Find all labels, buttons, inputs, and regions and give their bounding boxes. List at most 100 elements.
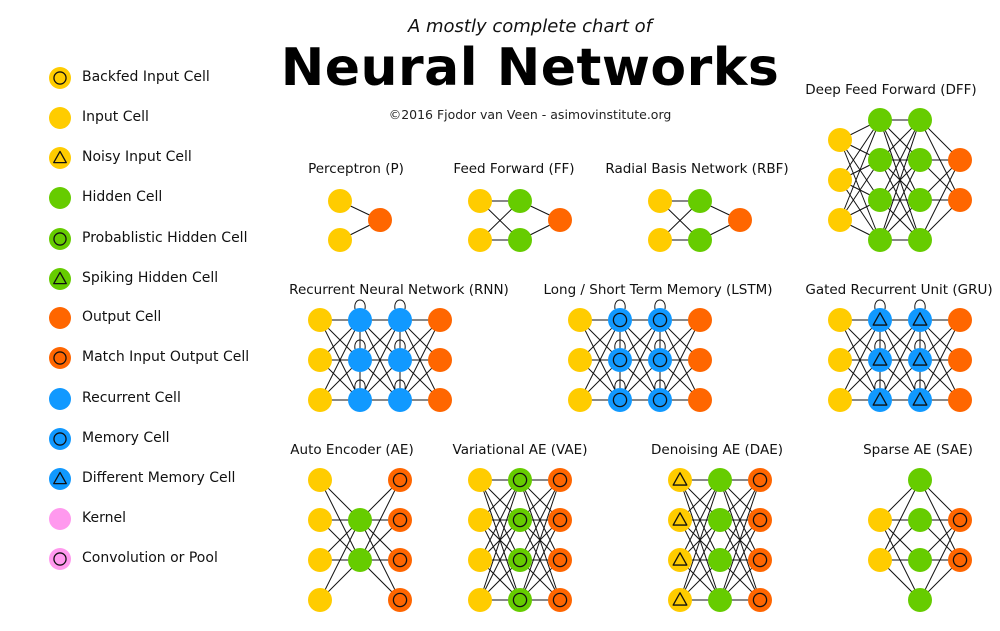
connection-line xyxy=(719,479,761,561)
cell-circle-mark xyxy=(652,312,668,328)
legend-label: Noisy Input Cell xyxy=(82,149,192,165)
cell-triangle-mark xyxy=(672,472,688,486)
connection-line xyxy=(879,319,921,401)
cell-recurrent-triangle xyxy=(868,308,892,332)
cell-body xyxy=(948,388,972,412)
network-cells xyxy=(308,468,412,612)
network-title: Feed Forward (FF) xyxy=(453,161,575,177)
cell-body xyxy=(868,228,892,252)
cell-input xyxy=(308,388,332,412)
connection-line xyxy=(919,319,961,401)
cell-output xyxy=(948,388,972,412)
cell-hidden xyxy=(708,468,732,492)
cell-circle-mark xyxy=(512,512,528,528)
cell-kernel xyxy=(49,508,71,530)
cell-input xyxy=(308,508,332,532)
cell-body xyxy=(328,228,352,252)
network-cells xyxy=(308,308,452,412)
network-4 xyxy=(308,299,452,412)
cell-body xyxy=(948,308,972,332)
cell-swatch-icon xyxy=(49,468,71,490)
legend-item: Input Cell xyxy=(44,102,284,134)
cell-body xyxy=(648,189,672,213)
cell-triangle-mark xyxy=(912,392,928,406)
network-title: Deep Feed Forward (DFF) xyxy=(805,82,977,98)
connection-line xyxy=(839,119,881,181)
cell-output-circle xyxy=(49,347,71,369)
cell-circle-mark xyxy=(392,592,408,608)
cell-hidden xyxy=(49,187,71,209)
self-loop xyxy=(654,379,666,390)
network-2 xyxy=(648,189,752,252)
cell-body xyxy=(908,548,932,572)
cell-body xyxy=(548,468,572,492)
cell-body xyxy=(708,508,732,532)
network-title: Variational AE (VAE) xyxy=(452,442,588,458)
cell-output xyxy=(428,348,452,372)
cell-swatch-icon xyxy=(49,107,71,129)
cell-input xyxy=(568,388,592,412)
cell-input-triangle xyxy=(668,548,692,572)
cell-body xyxy=(868,388,892,412)
network-connections xyxy=(839,119,961,241)
cell-recurrent xyxy=(388,348,412,372)
cell-output xyxy=(688,348,712,372)
cell-input xyxy=(468,189,492,213)
cell-body xyxy=(748,548,772,572)
cell-output-circle xyxy=(748,548,772,572)
legend-item: Output Cell xyxy=(44,302,284,334)
cell-input xyxy=(828,208,852,232)
cell-body xyxy=(49,347,71,369)
cell-body xyxy=(828,348,852,372)
cell-input xyxy=(308,468,332,492)
legend-label: Backfed Input Cell xyxy=(82,69,210,85)
self-loop xyxy=(874,379,886,390)
page-title: Neural Networks xyxy=(280,38,780,98)
cell-hidden xyxy=(688,228,712,252)
cell-body xyxy=(868,548,892,572)
cell-body xyxy=(308,468,332,492)
cell-body xyxy=(548,588,572,612)
cell-input xyxy=(308,308,332,332)
cell-body xyxy=(428,348,452,372)
cell-recurrent xyxy=(49,388,71,410)
cell-output-circle xyxy=(548,548,572,572)
cell-body xyxy=(948,348,972,372)
cell-body xyxy=(428,388,452,412)
cell-input xyxy=(328,228,352,252)
cell-recurrent-triangle xyxy=(868,348,892,372)
network-title: Denoising AE (DAE) xyxy=(651,442,783,458)
cell-recurrent-triangle xyxy=(908,388,932,412)
cell-body xyxy=(508,468,532,492)
cell-output xyxy=(428,308,452,332)
network-title: Radial Basis Network (RBF) xyxy=(605,161,789,177)
cell-body xyxy=(388,348,412,372)
cell-body xyxy=(308,588,332,612)
cell-recurrent xyxy=(348,388,372,412)
cell-body xyxy=(468,468,492,492)
cell-body xyxy=(828,128,852,152)
cell-recurrent-circle xyxy=(648,388,672,412)
connection-line xyxy=(839,119,881,221)
cell-input xyxy=(868,508,892,532)
cell-output xyxy=(948,348,972,372)
network-connections xyxy=(579,299,701,401)
network-connections xyxy=(839,299,961,401)
network-title: Long / Short Term Memory (LSTM) xyxy=(543,282,773,298)
cell-body xyxy=(748,508,772,532)
cell-swatch-icon xyxy=(49,347,71,369)
legend-item: Match Input Output Cell xyxy=(44,342,284,374)
legend-item: Noisy Input Cell xyxy=(44,142,284,174)
legend-label: Kernel xyxy=(82,510,126,526)
cell-circle-mark xyxy=(53,232,67,246)
self-loop xyxy=(614,379,626,390)
cell-body xyxy=(688,308,712,332)
cell-body xyxy=(568,388,592,412)
cell-triangle-mark xyxy=(872,352,888,366)
cell-body xyxy=(49,508,71,530)
cell-recurrent-circle xyxy=(608,388,632,412)
self-loop xyxy=(914,339,926,350)
legend-label: Different Memory Cell xyxy=(82,470,236,486)
cell-body xyxy=(308,348,332,372)
self-loop xyxy=(874,299,886,310)
